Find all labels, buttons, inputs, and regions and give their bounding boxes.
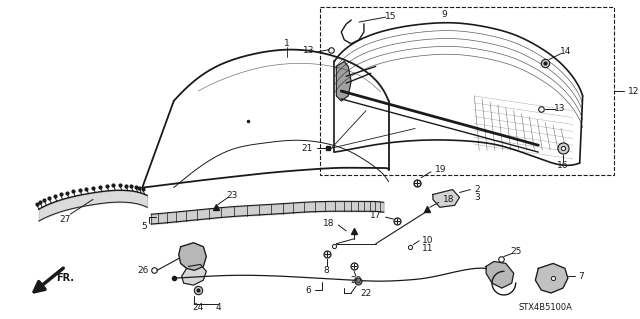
Text: 9: 9 [442,10,447,19]
Polygon shape [536,263,568,293]
Text: 5: 5 [141,222,147,232]
Polygon shape [337,62,351,101]
Text: 11: 11 [422,244,433,253]
Text: 3: 3 [474,193,480,202]
Polygon shape [179,243,206,270]
Text: 4: 4 [215,303,221,312]
Text: 23: 23 [226,191,237,200]
Text: 16: 16 [557,161,569,170]
Text: 15: 15 [385,12,396,21]
Text: 19: 19 [435,165,446,174]
Text: 25: 25 [510,247,522,256]
Text: 12: 12 [628,86,639,95]
Text: 26: 26 [138,266,149,275]
Text: 17: 17 [370,211,381,220]
Text: 7: 7 [579,272,584,281]
Text: 20: 20 [350,276,362,285]
Polygon shape [182,264,206,285]
Text: 14: 14 [560,47,572,56]
Polygon shape [433,189,460,207]
Text: 2: 2 [474,185,480,194]
Text: 21: 21 [301,144,313,153]
Text: 10: 10 [422,236,433,245]
Bar [319,7,614,175]
Text: 1: 1 [284,39,290,48]
Text: 13: 13 [303,46,315,55]
Text: 8: 8 [324,266,330,275]
Text: STX4B5100A: STX4B5100A [519,303,573,312]
Text: 27: 27 [60,215,71,224]
Polygon shape [486,262,514,288]
Text: 18: 18 [323,219,334,227]
Text: 24: 24 [193,303,204,312]
Text: 6: 6 [305,286,311,294]
Text: 18: 18 [443,195,454,204]
Text: FR.: FR. [56,273,74,283]
Text: 22: 22 [360,289,372,299]
Text: 13: 13 [554,104,566,113]
